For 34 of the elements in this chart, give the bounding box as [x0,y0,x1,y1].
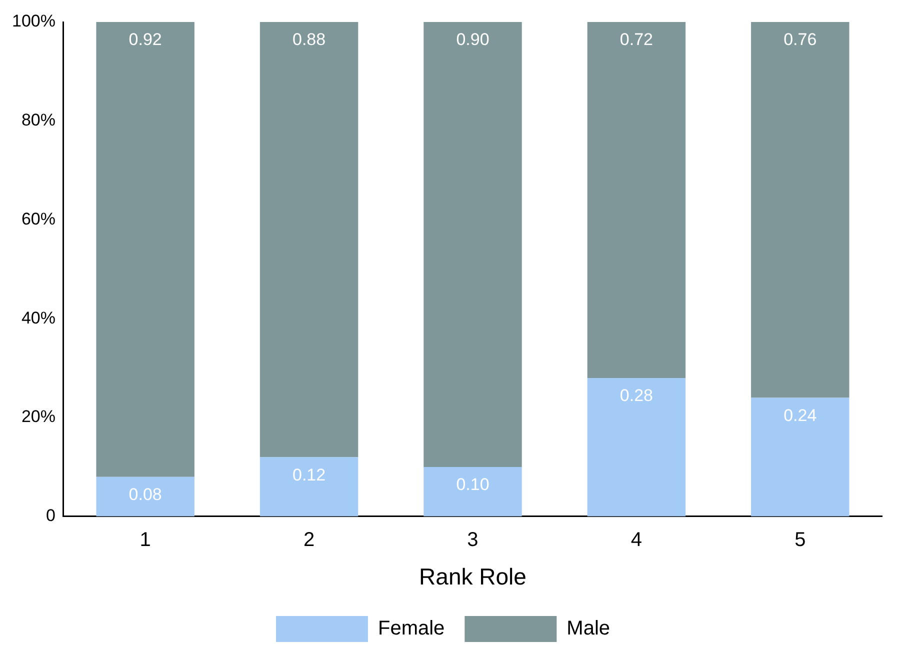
bar [96,22,194,477]
data-label: 0.10 [456,475,490,494]
legend-label: Male [566,618,610,640]
x-tick-label: 2 [303,528,315,551]
data-label: 0.92 [128,30,162,50]
bar [587,22,686,378]
data-label: 0.76 [784,30,817,50]
x-tick-label: 4 [630,528,642,551]
y-tick-label: 100% [12,12,56,31]
x-tick-label: 5 [794,528,806,551]
y-tick-label: 0 [46,506,56,526]
x-tick-label: 3 [467,528,478,551]
bar [260,22,358,458]
bar [751,398,850,516]
x-tick-label: 1 [140,528,151,551]
data-label: 0.28 [620,386,653,406]
bar [424,466,522,516]
y-tick-label: 80% [21,110,56,130]
bar [587,378,686,516]
legend-label: Female [378,618,445,640]
y-tick-label: 40% [21,308,56,328]
bar [260,457,358,516]
data-label: 0.08 [128,485,162,504]
bar [751,22,850,398]
data-label: 0.90 [456,30,490,50]
x-axis-title: Rank Role [419,564,526,590]
y-tick-label: 20% [21,407,56,426]
bar [96,476,194,516]
y-tick-label: 60% [21,209,56,228]
data-label: 0.72 [620,30,653,50]
bar [424,22,522,467]
data-label: 0.88 [292,30,326,50]
data-label: 0.24 [784,406,817,425]
data-label: 0.12 [292,465,326,484]
